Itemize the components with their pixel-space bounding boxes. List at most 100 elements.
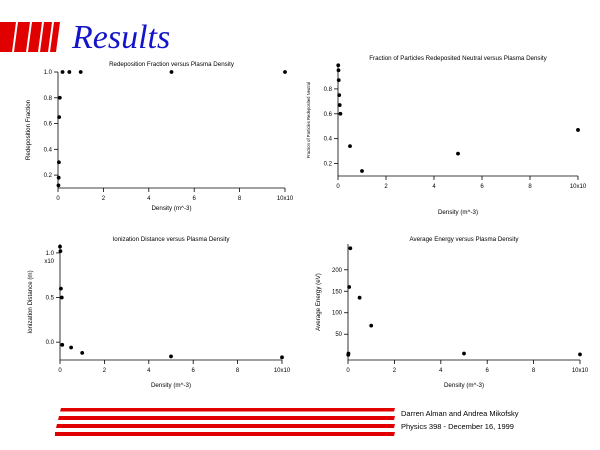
x-axis-label: Density (m^-3) [444,382,484,389]
data-point [60,342,65,347]
data-point [80,350,85,355]
chart-title: Fraction of Particles Redeposited Neutra… [369,55,547,62]
data-point [576,128,580,132]
data-point [338,111,343,116]
x-tick-label: 2 [103,368,107,374]
y-tick-label: 0.2 [44,173,53,179]
data-point [578,352,582,357]
x-tick-label: 6 [192,368,196,374]
x-tick-label: 10x10 [570,184,587,190]
y-axis-label: Ionization Distance (m) [27,270,34,333]
data-point [462,351,466,356]
x-tick-label: 8 [532,368,536,374]
y-axis-label: Average Energy (eV) [315,273,322,331]
data-point [58,286,63,291]
y-multiplier-label: x10 [44,259,54,265]
x-tick-label: 2 [102,196,106,202]
x-tick-label: 8 [528,184,532,190]
data-point [60,70,65,74]
chart-title: Average Energy versus Plasma Density [410,236,520,243]
y-tick-label: 1.0 [46,251,55,257]
data-point [78,70,83,74]
data-point [346,351,351,356]
y-tick-label: 0.4 [324,137,333,143]
data-point [337,93,342,98]
data-point [69,345,73,350]
y-tick-label: 0.0 [46,340,55,346]
x-tick-label: 8 [238,196,242,202]
x-tick-label: 0 [56,196,60,202]
x-tick-label: 0 [58,368,62,374]
data-point [357,295,362,300]
footer-accent-bars-icon [55,408,395,436]
x-tick-label: 6 [480,184,484,190]
data-point [347,285,352,289]
data-point [58,249,63,254]
x-tick-label: 4 [432,184,436,190]
data-point [59,295,64,300]
data-point [336,78,341,83]
y-tick-label: 50 [335,332,342,338]
data-point [336,63,341,68]
title-area: Results [0,18,300,58]
redeposition-fraction-chart: Redeposition Fraction versus Plasma Dens… [25,61,294,212]
x-axis-label: Density (m^-3) [151,205,191,212]
data-point [169,354,173,359]
title-accent-bars-icon [0,22,60,52]
x-tick-label: 2 [393,368,397,374]
y-tick-label: 0.5 [46,296,55,302]
average-energy-chart: Average Energy versus Plasma Density 0 2 4 6… [315,236,589,389]
x-tick-label: 10x10 [277,196,294,202]
x-tick-label: 4 [439,368,443,374]
neutral-fraction-chart: Fraction of Particles Redeposited Neutra… [306,55,587,216]
x-axis-label: Density (m^-3) [438,209,478,216]
x-tick-label: 10x10 [572,368,589,374]
data-point [360,169,364,173]
y-tick-label: 1.0 [44,70,53,76]
footer-authors: Darren Alman and Andrea Mikofsky [401,409,519,418]
data-point [56,175,61,180]
y-tick-label: 150 [332,289,343,295]
data-point [369,323,374,328]
data-point [283,70,287,74]
x-tick-label: 8 [236,368,240,374]
data-point [337,103,342,107]
chart-title: Ionization Distance versus Plasma Densit… [113,236,231,243]
x-tick-label: 6 [193,196,197,202]
data-point [57,160,61,165]
x-tick-label: 0 [336,184,340,190]
slide-title: Results [72,19,171,56]
data-point [57,115,62,120]
x-tick-label: 2 [384,184,388,190]
x-tick-label: 0 [346,368,350,374]
footer-course: Physics 398 - December 16, 1999 [401,422,514,431]
data-point [456,151,460,156]
data-point [336,68,341,73]
footer: Darren Alman and Andrea Mikofsky Physics… [401,407,519,433]
data-point [348,246,353,251]
y-tick-label: 0.8 [44,96,53,102]
x-tick-label: 4 [147,196,151,202]
y-tick-label: 0.8 [324,87,333,93]
data-point [348,144,352,149]
data-point [56,183,61,188]
y-tick-label: 100 [332,311,343,317]
y-axis-label: Fraction of Particles Redeposited Neutra… [306,82,311,158]
data-point [280,355,284,360]
data-point [169,70,174,74]
x-tick-label: 4 [147,368,151,374]
y-tick-label: 0.4 [44,147,53,153]
y-tick-label: 0.6 [324,112,333,118]
x-axis-label: Density (m^-3) [151,382,191,389]
y-tick-label: 0.6 [44,122,53,128]
ionization-distance-chart: Ionization Distance versus Plasma Densit… [27,236,291,389]
data-point [67,70,72,74]
y-tick-label: 0.2 [324,162,333,168]
y-axis-label: Redeposition Fraction [25,99,32,160]
data-point [58,244,62,249]
data-point [57,95,62,100]
chart-title: Redeposition Fraction versus Plasma Dens… [109,61,235,68]
x-tick-label: 6 [486,368,490,374]
x-tick-label: 10x10 [274,368,291,374]
y-tick-label: 200 [332,268,343,274]
